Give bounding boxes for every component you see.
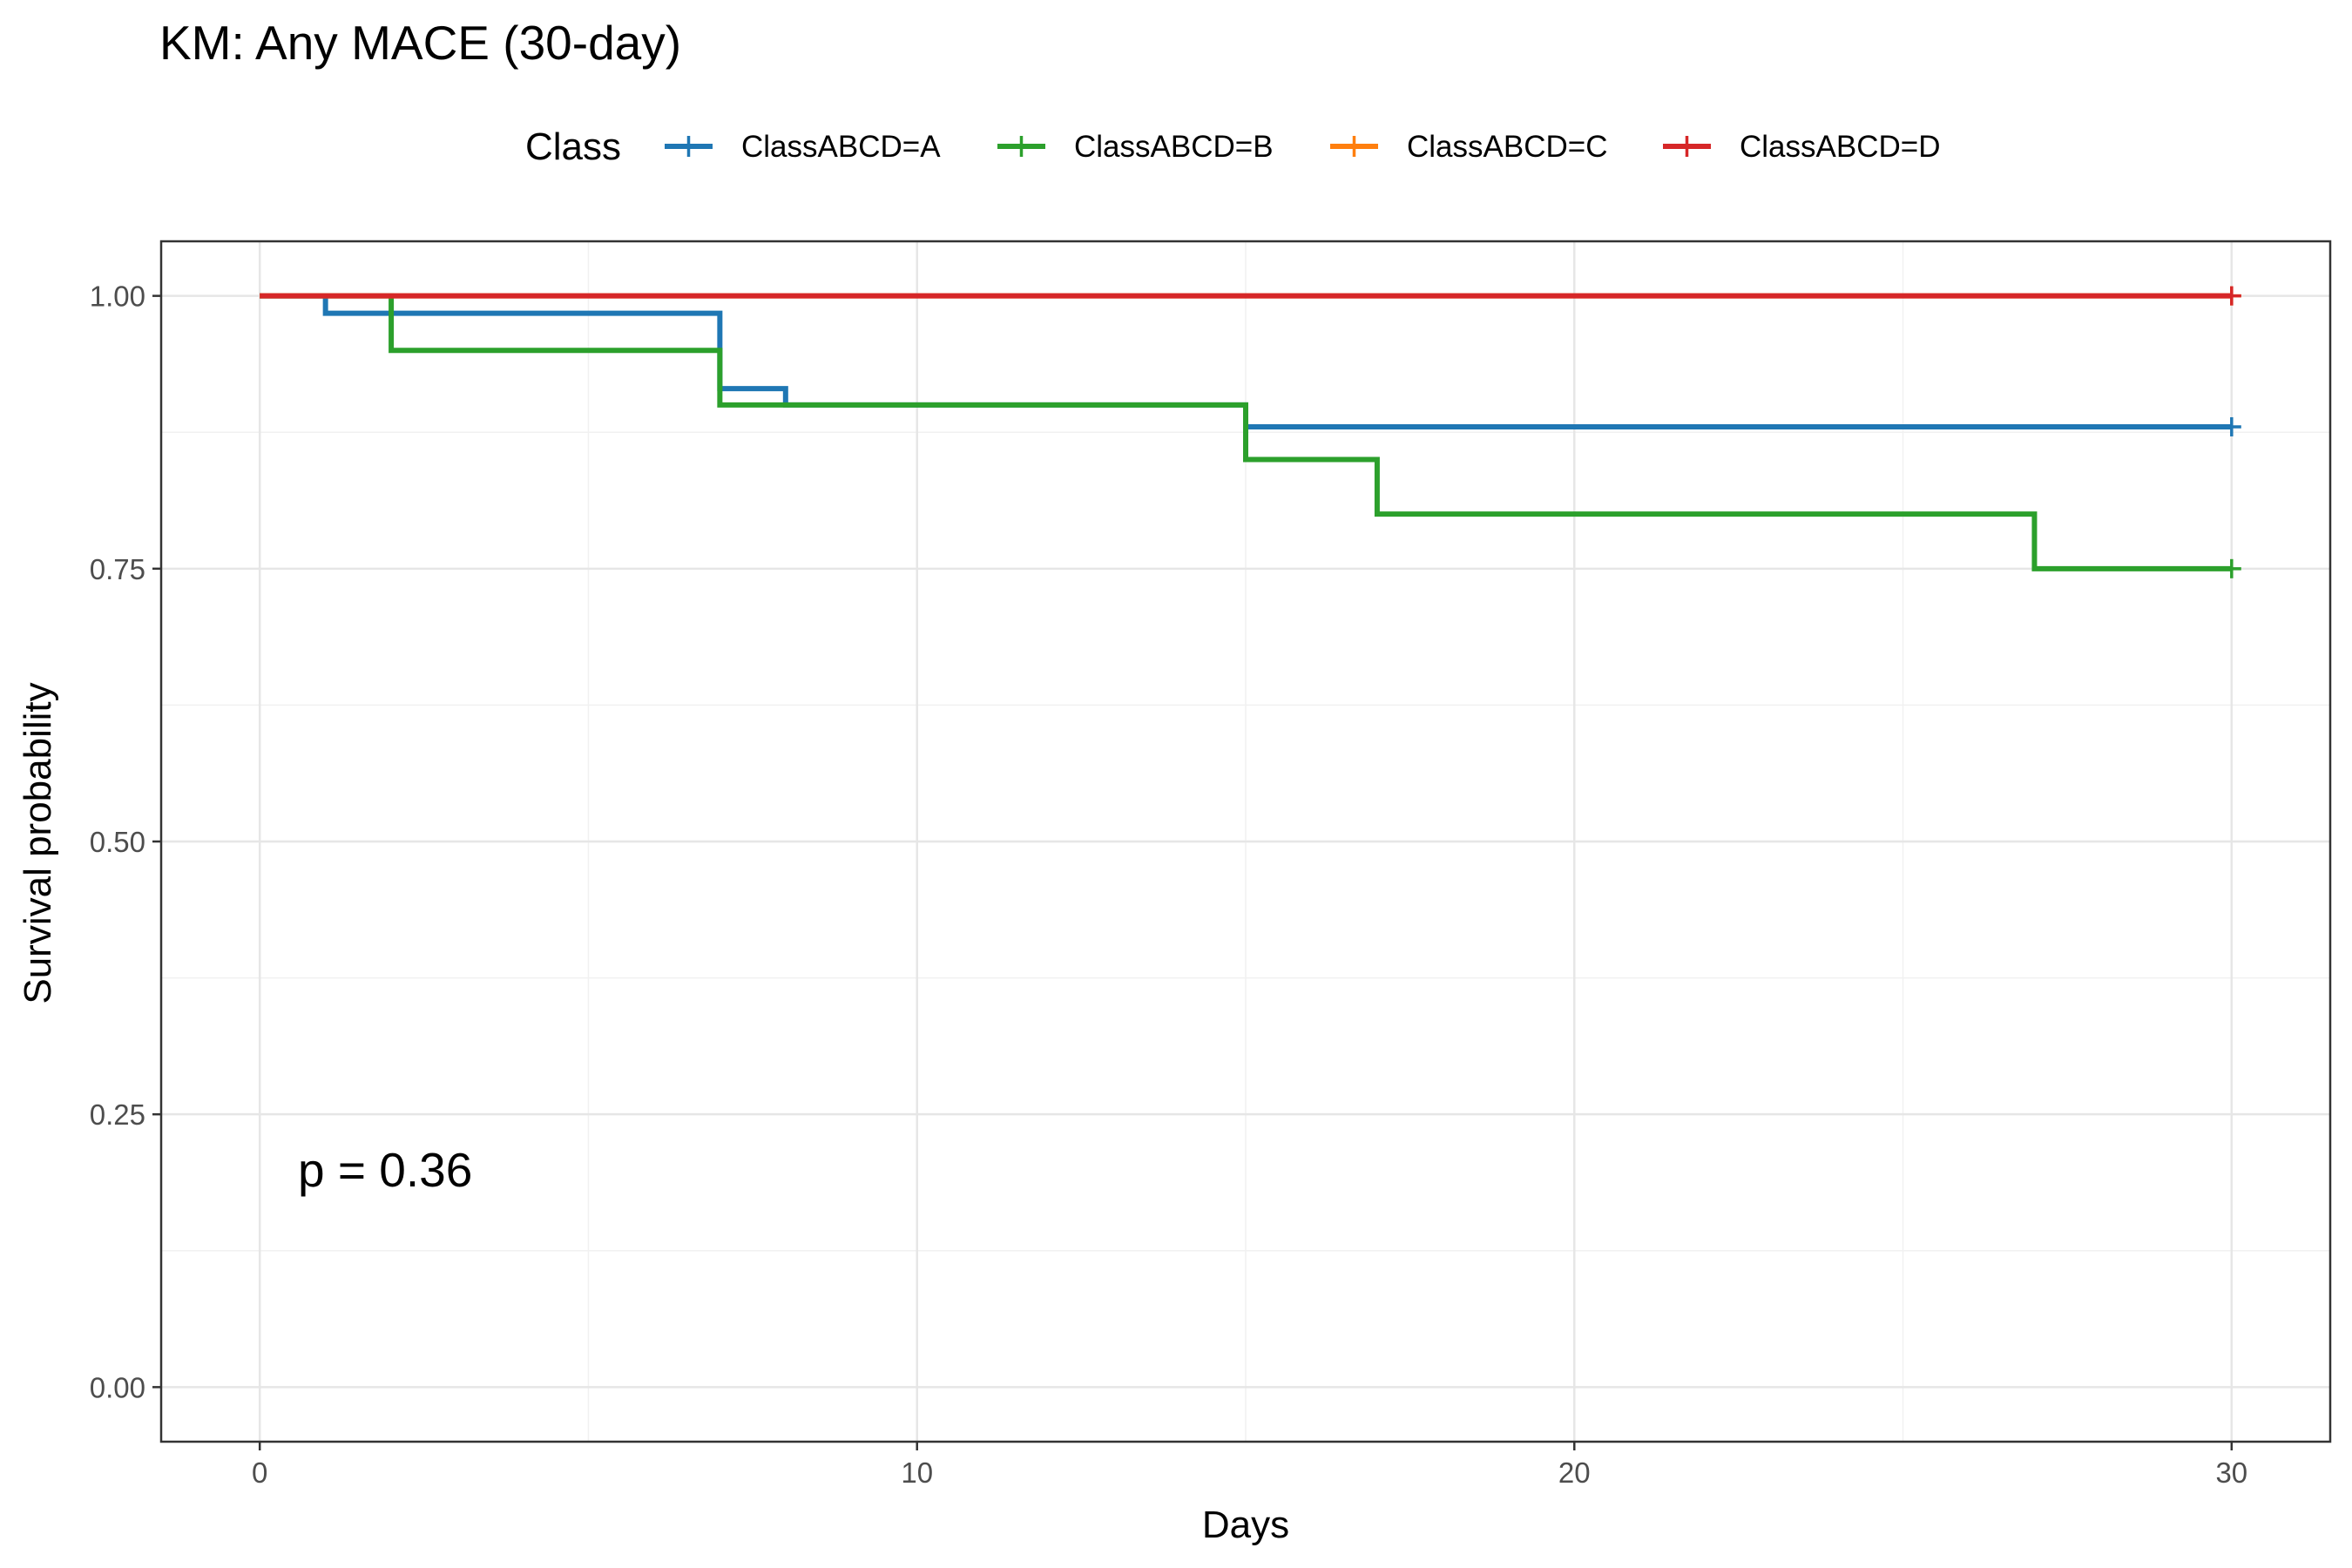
legend-title: Class xyxy=(525,125,621,168)
legend-label: ClassABCD=C xyxy=(1407,130,1607,164)
legend-label: ClassABCD=A xyxy=(741,130,941,164)
x-tick-label: 0 xyxy=(252,1456,267,1489)
censor-mark xyxy=(2221,558,2241,578)
p-value-annotation: p = 0.36 xyxy=(298,1143,472,1197)
y-tick-label: 1.00 xyxy=(90,280,145,313)
x-tick-label: 20 xyxy=(1558,1456,1591,1489)
axes: 0 10 20 30 0.00 0.25 0.50 0.75 1.00 xyxy=(90,280,2247,1489)
series-line-classabcd-b xyxy=(260,293,2232,571)
y-tick-label: 0.00 xyxy=(90,1371,145,1403)
series-group xyxy=(260,286,2241,578)
chart-title: KM: Any MACE (30-day) xyxy=(159,16,681,70)
y-tick-label: 0.75 xyxy=(90,553,145,585)
legend: Class ClassABCD=A ClassABCD=B ClassABCD=C C… xyxy=(525,125,1940,168)
x-axis-title: Days xyxy=(1202,1504,1289,1546)
censor-mark xyxy=(2221,416,2241,436)
x-tick-label: 30 xyxy=(2215,1456,2247,1489)
censor-mark xyxy=(2221,286,2241,306)
y-tick-label: 0.25 xyxy=(90,1098,145,1131)
legend-entry: ClassABCD=A xyxy=(665,130,941,164)
legend-entry: ClassABCD=D xyxy=(1663,130,1940,164)
legend-label: ClassABCD=D xyxy=(1740,130,1940,164)
legend-label: ClassABCD=B xyxy=(1074,130,1274,164)
legend-entry: ClassABCD=B xyxy=(997,130,1274,164)
y-axis-title: Survival probability xyxy=(17,682,59,1004)
grid xyxy=(161,241,2330,1442)
x-tick-label: 10 xyxy=(901,1456,933,1489)
legend-entry: ClassABCD=C xyxy=(1330,130,1607,164)
y-tick-label: 0.50 xyxy=(90,826,145,858)
